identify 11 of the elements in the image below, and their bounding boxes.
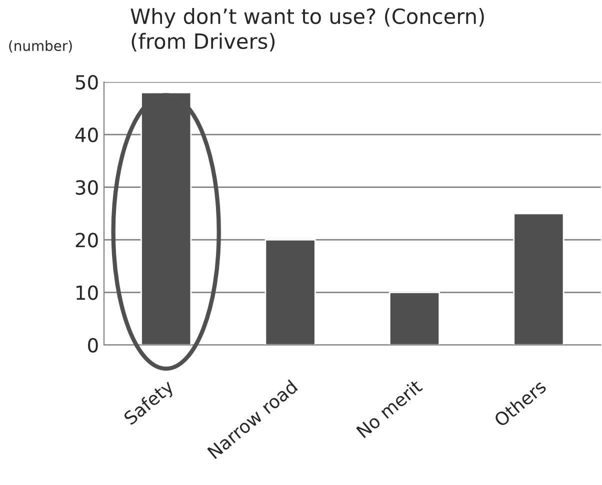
y-tick-label: 10 <box>76 285 98 300</box>
y-tick-label: 30 <box>76 180 98 195</box>
y-tick-label: 40 <box>75 128 98 142</box>
y-tick-label: 20 <box>76 232 98 248</box>
y-tick-label: 50 <box>76 74 98 90</box>
y-axis-title: (number) <box>9 40 72 53</box>
bar <box>264 239 316 345</box>
bar <box>388 292 440 345</box>
bar <box>513 212 564 345</box>
y-tick-label: 0 <box>88 338 98 353</box>
chart-title: Why don’t want to use? (Concern) (from Drivers) <box>130 8 484 52</box>
